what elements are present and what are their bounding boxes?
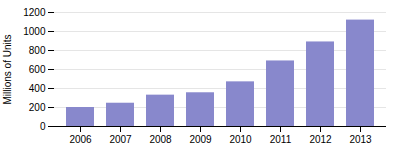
- svg-text:2009: 2009: [189, 134, 212, 145]
- svg-text:2006: 2006: [69, 134, 92, 145]
- svg-text:2011: 2011: [270, 134, 292, 145]
- svg-text:2008: 2008: [149, 134, 172, 145]
- svg-text:2013: 2013: [349, 134, 372, 145]
- svg-text:2012: 2012: [309, 134, 332, 145]
- svg-text:400: 400: [29, 83, 46, 94]
- svg-text:2007: 2007: [109, 134, 132, 145]
- svg-text:1000: 1000: [23, 26, 46, 37]
- svg-text:Millions of Units: Millions of Units: [2, 34, 13, 104]
- svg-text:1200: 1200: [23, 7, 46, 18]
- svg-text:2010: 2010: [229, 134, 252, 145]
- svg-text:600: 600: [29, 64, 46, 75]
- svg-text:800: 800: [29, 45, 46, 56]
- svg-text:200: 200: [29, 102, 46, 113]
- svg-text:0: 0: [40, 121, 46, 132]
